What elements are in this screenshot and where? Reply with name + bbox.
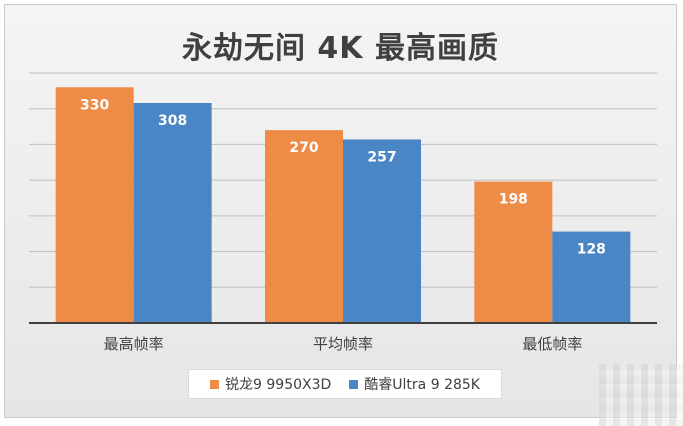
legend-swatch-series-1 [210, 379, 220, 389]
data-label-series-1-2: 270 [289, 140, 318, 156]
bar-series-2-3 [552, 231, 631, 323]
data-label-series-1-3: 198 [499, 192, 528, 208]
x-tick-label-1: 最高帧率 [104, 335, 164, 353]
chart-title: 永劫无间 4K 最高画质 [181, 31, 499, 66]
x-tick-label-2: 平均帧率 [313, 335, 373, 353]
plot-area: 330 308 最高帧率 270 257 平均帧率 198 128 最低帧率 [29, 72, 657, 353]
bar-series-1-1 [55, 87, 134, 324]
x-tick-label-3: 最低帧率 [522, 335, 582, 353]
bar-series-1-2 [265, 130, 343, 323]
data-label-series-2-2: 257 [367, 149, 396, 165]
legend-label-series-1: 锐龙9 9950X3D [225, 377, 332, 393]
bar-series-2-2 [343, 139, 421, 323]
bar-series-2-1 [133, 103, 212, 323]
watermark-pattern [599, 364, 683, 426]
bar-series-1-3 [474, 181, 553, 323]
legend-item-series-2: 酷睿Ultra 9 285K [349, 374, 480, 394]
legend-swatch-series-2 [349, 379, 359, 389]
data-label-series-1-1: 330 [80, 97, 109, 113]
chart-area: 永劫无间 4K 最高画质 330 308 最高帧率 270 257 平均帧率 198 128 最… [4, 4, 677, 418]
legend-item-series-1: 锐龙9 9950X3D [210, 374, 331, 394]
legend-label-series-2: 酷睿Ultra 9 285K [364, 377, 480, 393]
data-label-series-2-1: 308 [158, 113, 187, 129]
legend: 锐龙9 9950X3D 酷睿Ultra 9 285K [188, 369, 502, 399]
data-label-series-2-3: 128 [577, 242, 606, 258]
